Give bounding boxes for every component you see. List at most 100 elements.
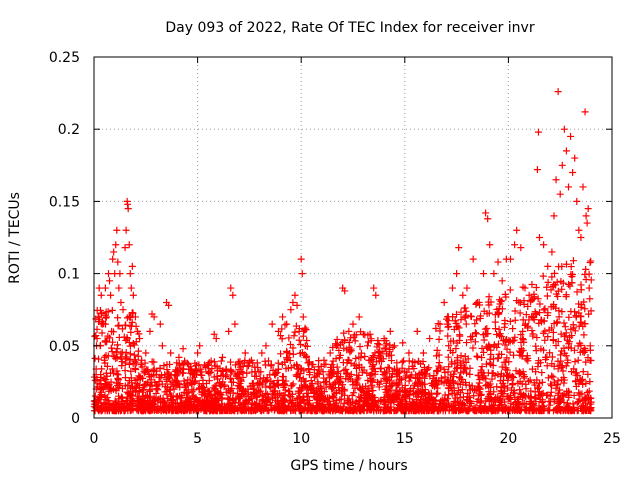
data-point [527, 387, 535, 395]
data-point [571, 154, 579, 162]
data-point [156, 320, 164, 328]
data-point [234, 358, 242, 366]
data-point [513, 226, 521, 234]
data-point [136, 376, 144, 384]
data-point [259, 396, 267, 404]
data-point [480, 270, 488, 278]
data-point [511, 316, 519, 324]
data-point [438, 378, 446, 386]
plot-frame [93, 56, 613, 419]
data-point [491, 372, 499, 380]
data-point [478, 344, 486, 352]
data-point [302, 377, 310, 385]
data-point [223, 371, 231, 379]
data-point [147, 407, 155, 415]
data-point [550, 269, 558, 277]
data-point [476, 301, 484, 309]
data-point [398, 375, 406, 383]
data-point [549, 373, 557, 381]
data-point [218, 394, 226, 402]
data-point [298, 396, 306, 404]
data-point [222, 365, 230, 373]
data-point [558, 308, 566, 316]
data-point [377, 377, 385, 385]
data-point [503, 345, 511, 353]
data-point [554, 391, 562, 399]
data-point [549, 336, 557, 344]
x-axis-label: GPS time / hours [290, 458, 407, 474]
data-point [286, 357, 294, 365]
data-point [126, 407, 134, 415]
data-point [139, 385, 147, 393]
data-point [531, 393, 539, 401]
data-point [533, 334, 541, 342]
data-point [483, 310, 491, 318]
data-point [293, 301, 301, 309]
data-point [317, 388, 325, 396]
data-point [316, 401, 324, 409]
data-point [573, 399, 581, 407]
data-point [166, 360, 174, 368]
data-point [349, 398, 357, 406]
data-point [102, 351, 110, 359]
data-point [378, 348, 386, 356]
data-point [449, 379, 457, 387]
data-point [340, 344, 348, 352]
data-point [506, 348, 514, 356]
data-point [201, 386, 209, 394]
data-point [345, 400, 353, 408]
data-point [128, 262, 136, 270]
data-point [582, 358, 590, 366]
data-point [570, 346, 578, 354]
data-point [518, 400, 526, 408]
data-point [228, 384, 236, 392]
data-point [495, 325, 503, 333]
data-point [113, 354, 121, 362]
data-point [574, 371, 582, 379]
data-point [108, 365, 116, 373]
data-point [541, 305, 549, 313]
data-point [228, 368, 236, 376]
data-point [480, 372, 488, 380]
data-point [568, 368, 576, 376]
data-point [98, 329, 106, 337]
data-point [519, 283, 527, 291]
data-point [450, 370, 458, 378]
data-point [486, 241, 494, 249]
data-point [325, 370, 333, 378]
data-point [109, 338, 117, 346]
data-point [524, 324, 532, 332]
data-point [192, 361, 200, 369]
data-point [207, 396, 215, 404]
data-point [101, 311, 109, 319]
data-point [522, 385, 530, 393]
data-point [434, 380, 442, 388]
data-point [393, 365, 401, 373]
data-point [291, 291, 299, 299]
data-point [579, 183, 587, 191]
data-point [216, 379, 224, 387]
data-point [299, 392, 307, 400]
data-point [499, 406, 507, 414]
data-point [251, 368, 259, 376]
data-point [120, 404, 128, 412]
data-point [296, 341, 304, 349]
data-point [102, 308, 110, 316]
data-point [151, 378, 159, 386]
data-point [102, 369, 110, 377]
data-point [170, 385, 178, 393]
data-point [520, 371, 528, 379]
data-point [383, 350, 391, 358]
data-point [425, 393, 433, 401]
data-point [355, 313, 363, 321]
data-point [158, 342, 166, 350]
data-point [163, 366, 171, 374]
data-point [566, 282, 574, 290]
data-point [344, 356, 352, 364]
data-point [285, 387, 293, 395]
data-point [396, 401, 404, 409]
data-point [188, 379, 196, 387]
data-point [333, 373, 341, 381]
data-point [231, 320, 239, 328]
data-point [560, 398, 568, 406]
